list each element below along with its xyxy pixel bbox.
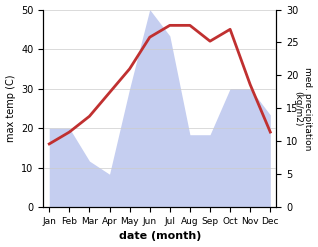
X-axis label: date (month): date (month) — [119, 231, 201, 242]
Y-axis label: max temp (C): max temp (C) — [5, 75, 16, 142]
Y-axis label: med. precipitation
(kg/m2): med. precipitation (kg/m2) — [293, 67, 313, 150]
